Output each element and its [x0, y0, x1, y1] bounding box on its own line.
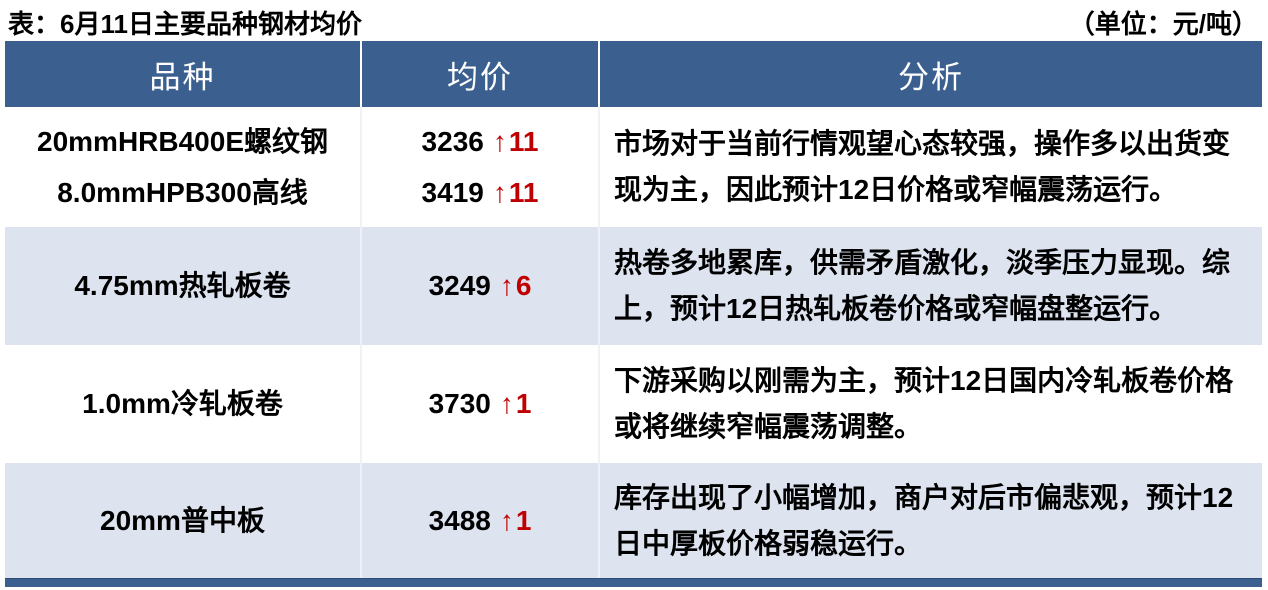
- analysis-cell: 市场对于当前行情观望心态较强，操作多以出货变现为主，因此预计12日价格或窄幅震荡…: [600, 107, 1262, 227]
- price-table: 品种 均价 分析 20mmHRB400E螺纹钢 8.0mmHPB300高线 32…: [5, 41, 1262, 587]
- price-change: 11: [508, 176, 539, 208]
- price-value: 3236: [421, 125, 484, 157]
- product-name: 4.75mm热轧板卷: [74, 270, 291, 302]
- table-row-cold-rolled-coil: 1.0mm冷轧板卷 3730 ↑1 下游采购以刚需为主，预计12日国内冷轧板卷价格…: [5, 345, 1262, 463]
- analysis-cell: 下游采购以刚需为主，预计12日国内冷轧板卷价格或将继续窄幅震荡调整。: [600, 345, 1262, 463]
- price-line: 3249 ↑6: [429, 269, 532, 303]
- price-line: 3419 ↑11: [422, 176, 539, 210]
- variety-cell: 1.0mm冷轧板卷: [5, 345, 362, 463]
- analysis-cell: 库存出现了小幅增加，商户对后市偏悲观，预计12日中厚板价格弱稳运行。: [600, 463, 1262, 578]
- product-name: 20mm普中板: [100, 504, 265, 536]
- price-cell: 3730 ↑1: [362, 345, 600, 463]
- product-name: 1.0mm冷轧板卷: [82, 388, 283, 420]
- product-name: 8.0mmHPB300高线: [57, 176, 308, 208]
- up-arrow-icon: ↑: [492, 125, 507, 157]
- table-footer-bar: [5, 578, 1262, 587]
- product-name: 20mmHRB400E螺纹钢: [37, 125, 328, 157]
- analysis-text: 下游采购以刚需为主，预计12日国内冷轧板卷价格或将继续窄幅震荡调整。: [614, 365, 1234, 442]
- header-analysis: 分析: [898, 59, 964, 96]
- up-arrow-icon: ↑: [499, 504, 514, 536]
- price-value: 3419: [421, 176, 484, 208]
- price-change: 6: [515, 270, 532, 302]
- variety-cell: 20mmHRB400E螺纹钢 8.0mmHPB300高线: [5, 107, 362, 227]
- up-arrow-icon: ↑: [492, 176, 507, 208]
- analysis-text: 库存出现了小幅增加，商户对后市偏悲观，预计12日中厚板价格弱稳运行。: [614, 481, 1234, 559]
- price-value: 3730: [428, 388, 491, 420]
- table-row-rebar-wire: 20mmHRB400E螺纹钢 8.0mmHPB300高线 3236 ↑11 341…: [5, 107, 1262, 227]
- up-arrow-icon: ↑: [499, 388, 514, 420]
- unit-note: （单位：元/吨）: [1068, 9, 1258, 39]
- table-row-medium-plate: 20mm普中板 3488 ↑1 库存出现了小幅增加，商户对后市偏悲观，预计12日中…: [5, 463, 1262, 578]
- price-change: 1: [515, 388, 532, 420]
- price-value: 3488: [428, 504, 491, 536]
- price-cell: 3488 ↑1: [362, 463, 600, 578]
- price-line: 3488 ↑1: [429, 504, 532, 538]
- price-change: 11: [508, 125, 539, 157]
- up-arrow-icon: ↑: [499, 270, 514, 302]
- table-header-row: 品种 均价 分析: [5, 41, 1262, 107]
- price-change: 1: [515, 504, 532, 536]
- header-variety: 品种: [5, 41, 362, 107]
- price-line: 3730 ↑1: [429, 387, 532, 421]
- analysis-text: 热卷多地累库，供需矛盾激化，淡季压力显现。综上，预计12日热轧板卷价格或窄幅盘整…: [614, 247, 1231, 324]
- price-value: 3249: [428, 270, 491, 302]
- analysis-text: 市场对于当前行情观望心态较强，操作多以出货变现为主，因此预计12日价格或窄幅震荡…: [614, 128, 1231, 205]
- page-title: 表：6月11日主要品种钢材均价: [8, 9, 362, 39]
- table-row-hot-rolled-coil: 4.75mm热轧板卷 3249 ↑6 热卷多地累库，供需矛盾激化，淡季压力显现。综…: [5, 227, 1262, 345]
- header-avg-price: 均价: [362, 41, 600, 107]
- price-line: 3236 ↑11: [422, 125, 539, 159]
- analysis-cell: 热卷多地累库，供需矛盾激化，淡季压力显现。综上，预计12日热轧板卷价格或窄幅盘整…: [600, 227, 1262, 345]
- price-cell: 3236 ↑11 3419 ↑11: [362, 107, 600, 227]
- variety-cell: 20mm普中板: [5, 463, 362, 578]
- variety-cell: 4.75mm热轧板卷: [5, 227, 362, 345]
- title-bar: 表：6月11日主要品种钢材均价 （单位：元/吨）: [0, 0, 1268, 41]
- price-cell: 3249 ↑6: [362, 227, 600, 345]
